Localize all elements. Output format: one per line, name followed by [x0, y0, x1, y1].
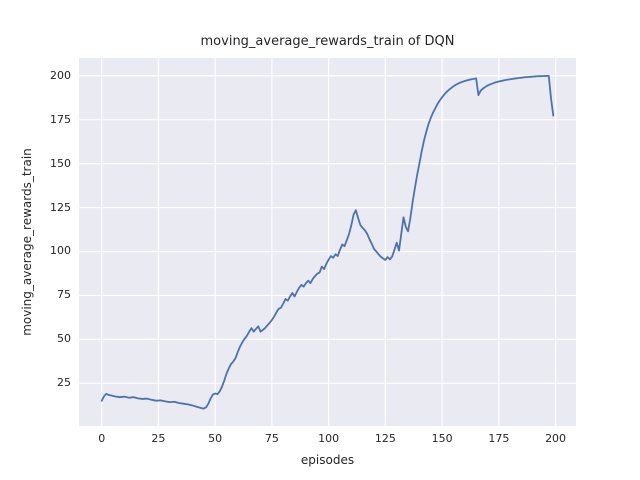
y-tick-label: 175	[50, 112, 71, 126]
x-tick-label: 0	[98, 432, 106, 445]
y-tick-label: 200	[50, 68, 71, 82]
y-tick-label: 75	[57, 288, 71, 302]
x-tick-label: 100	[318, 432, 340, 445]
x-tick-label: 150	[431, 432, 453, 445]
y-tick-label: 150	[50, 156, 71, 170]
y-axis-label: moving_average_rewards_train	[20, 148, 34, 336]
x-tick-label: 125	[374, 432, 396, 445]
y-tick-label: 50	[57, 332, 71, 346]
reward-line	[100, 75, 555, 410]
x-tick-label: 25	[151, 432, 166, 445]
y-tick-label: 125	[50, 200, 71, 214]
x-tick-label: 175	[488, 432, 510, 445]
x-tick-label: 200	[545, 432, 567, 445]
x-axis-label: episodes	[300, 453, 355, 467]
y-tick-label: 25	[57, 376, 71, 390]
chart-title: moving_average_rewards_train of DQN	[200, 34, 455, 49]
x-tick-label: 75	[264, 432, 279, 445]
axes-background	[79, 58, 576, 426]
y-tick-label: 100	[50, 244, 71, 258]
x-tick-label: 50	[208, 432, 223, 445]
